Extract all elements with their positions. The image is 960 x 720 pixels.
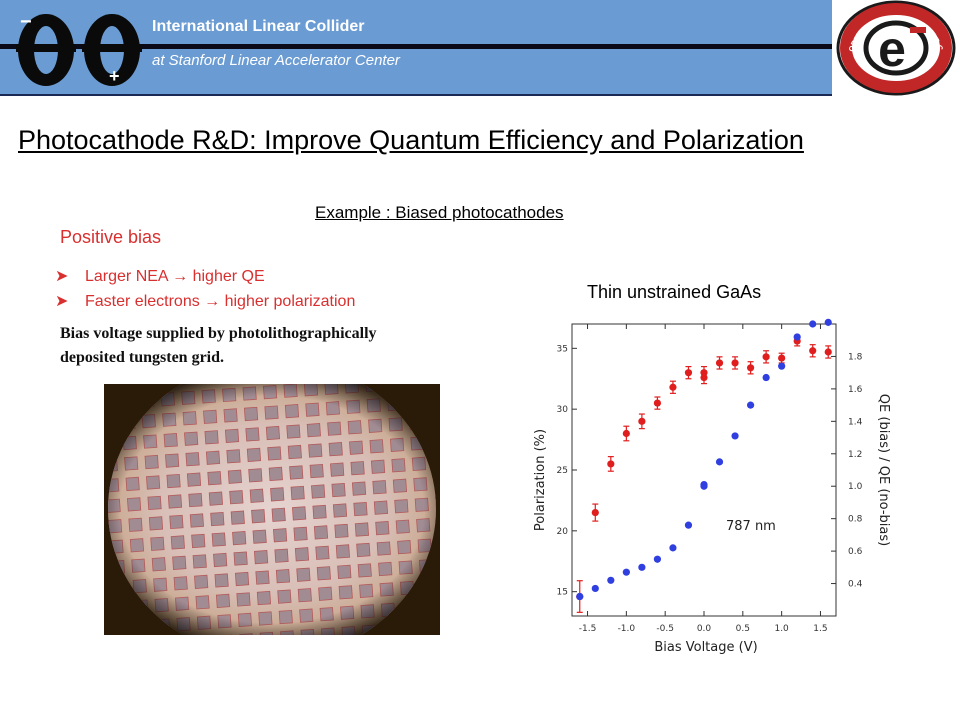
qe-ratio-point <box>700 481 708 489</box>
chart-y2-label: QE (bias) / QE (no-bias) <box>876 394 891 546</box>
bullet-list: ➤ Larger NEA → higher QE ➤ Faster electron… <box>55 266 355 316</box>
polarization-point <box>684 369 693 377</box>
qe-ratio-point <box>715 458 724 466</box>
polarization-qe-chart: -1.5 -1.0 -0.5 0.0 0.5 1.0 1.5 15 20 25 30 35 0.4 0.6… <box>533 318 891 655</box>
chart-x-label: Bias Voltage (V) <box>654 640 757 655</box>
qe-ratio-point <box>809 320 817 328</box>
y-tick-label: 35 <box>557 344 568 354</box>
polarization-point <box>824 348 832 356</box>
arrow-bullet-icon: ➤ <box>55 293 69 310</box>
header-rule <box>0 44 832 49</box>
chart-axes: -1.5 -1.0 -0.5 0.0 0.5 1.0 1.5 15 20 25 30 35 0.4 0.6… <box>557 323 863 634</box>
y2-tick-label: 0.4 <box>848 580 863 590</box>
y2-tick-label: 1.0 <box>848 482 863 492</box>
x-tick-label: 0.0 <box>697 624 712 634</box>
qe-ratio-point <box>653 555 662 563</box>
bullet-text: Larger NEA → higher QE <box>85 268 265 285</box>
polarization-point <box>700 373 708 382</box>
qe-ratio-point <box>762 373 770 382</box>
qe-ratio-point <box>622 568 630 576</box>
bullet-text: Faster electrons → higher polarization <box>85 293 356 310</box>
polarization-point <box>715 359 724 367</box>
x-tick-label: 1.5 <box>813 624 827 634</box>
y2-tick-label: 1.4 <box>848 417 863 427</box>
qe-ratio-point <box>731 432 739 440</box>
qe-ratio-point <box>778 362 786 370</box>
page-title: Photocathode R&D: Improve Quantum Effici… <box>18 125 804 155</box>
example-heading: Example : Biased photocathodes <box>315 203 564 222</box>
x-tick-label: -0.5 <box>656 624 674 634</box>
polarization-point <box>607 460 615 468</box>
y2-tick-label: 0.8 <box>848 515 863 525</box>
y-tick-label: 25 <box>557 466 568 476</box>
header-subtitle: at Stanford Linear Accelerator Center <box>152 52 400 69</box>
y2-tick-label: 1.6 <box>848 385 863 395</box>
y2-tick-label: 0.6 <box>848 547 863 557</box>
polarization-point <box>622 429 630 438</box>
tungsten-grid-micrograph <box>104 384 440 635</box>
polarization-point <box>746 364 755 372</box>
x-tick-label: -1.0 <box>618 624 636 634</box>
arrow-bullet-icon: ➤ <box>55 268 69 285</box>
polarization-point <box>591 508 599 517</box>
bias-note-line: Bias voltage supplied by photolithograph… <box>60 325 377 342</box>
header-title: International Linear Collider <box>152 18 365 35</box>
polarization-point <box>778 354 786 362</box>
qe-ratio-point <box>793 333 801 341</box>
qe-ratio-point <box>669 544 677 552</box>
bias-note: Bias voltage supplied by photolithograph… <box>60 322 377 370</box>
polarization-point <box>731 359 739 367</box>
positive-bias-heading: Positive bias <box>60 227 162 247</box>
logo-plus-sign: + <box>109 66 120 86</box>
polarization-point <box>809 347 817 355</box>
chart-y-label: Polarization (%) <box>533 429 548 531</box>
qe-ratio-point <box>638 563 646 571</box>
y-tick-label: 20 <box>557 527 569 537</box>
chart-annotation: 787 nm <box>726 519 776 534</box>
polarization-point <box>653 399 662 407</box>
polarization-point <box>638 417 646 425</box>
y2-tick-label: 1.8 <box>848 352 863 362</box>
y-tick-label: 30 <box>557 405 569 415</box>
chart-marks <box>576 318 832 613</box>
bullet-item: ➤ Faster electrons → higher polarization <box>55 291 355 316</box>
x-tick-label: 1.0 <box>774 624 789 634</box>
slac-ilc-seal: STANFORD LINEAR ACCELERATOR CENTER ILC P… <box>832 0 956 96</box>
ee-logo-icon: − + <box>16 11 142 86</box>
qe-ratio-point <box>684 521 693 529</box>
qe-ratio-point <box>746 401 755 409</box>
polarization-point <box>762 353 770 361</box>
y-tick-label: 15 <box>557 588 568 598</box>
qe-ratio-point <box>576 592 584 601</box>
qe-ratio-point <box>824 318 832 326</box>
y2-tick-label: 1.2 <box>848 450 862 460</box>
bias-note-line: deposited tungsten grid. <box>60 349 225 366</box>
x-tick-label: 0.5 <box>736 624 750 634</box>
bullet-item: ➤ Larger NEA → higher QE <box>55 266 355 291</box>
qe-ratio-point <box>607 576 615 584</box>
qe-ratio-point <box>591 584 599 593</box>
seal-center-letter: e <box>878 21 906 77</box>
logo-minus-sign: − <box>20 11 32 33</box>
header-bottom-rule <box>0 94 832 96</box>
polarization-point <box>669 383 677 391</box>
chart-heading: Thin unstrained GaAs <box>587 282 762 302</box>
x-tick-label: -1.5 <box>579 624 597 634</box>
